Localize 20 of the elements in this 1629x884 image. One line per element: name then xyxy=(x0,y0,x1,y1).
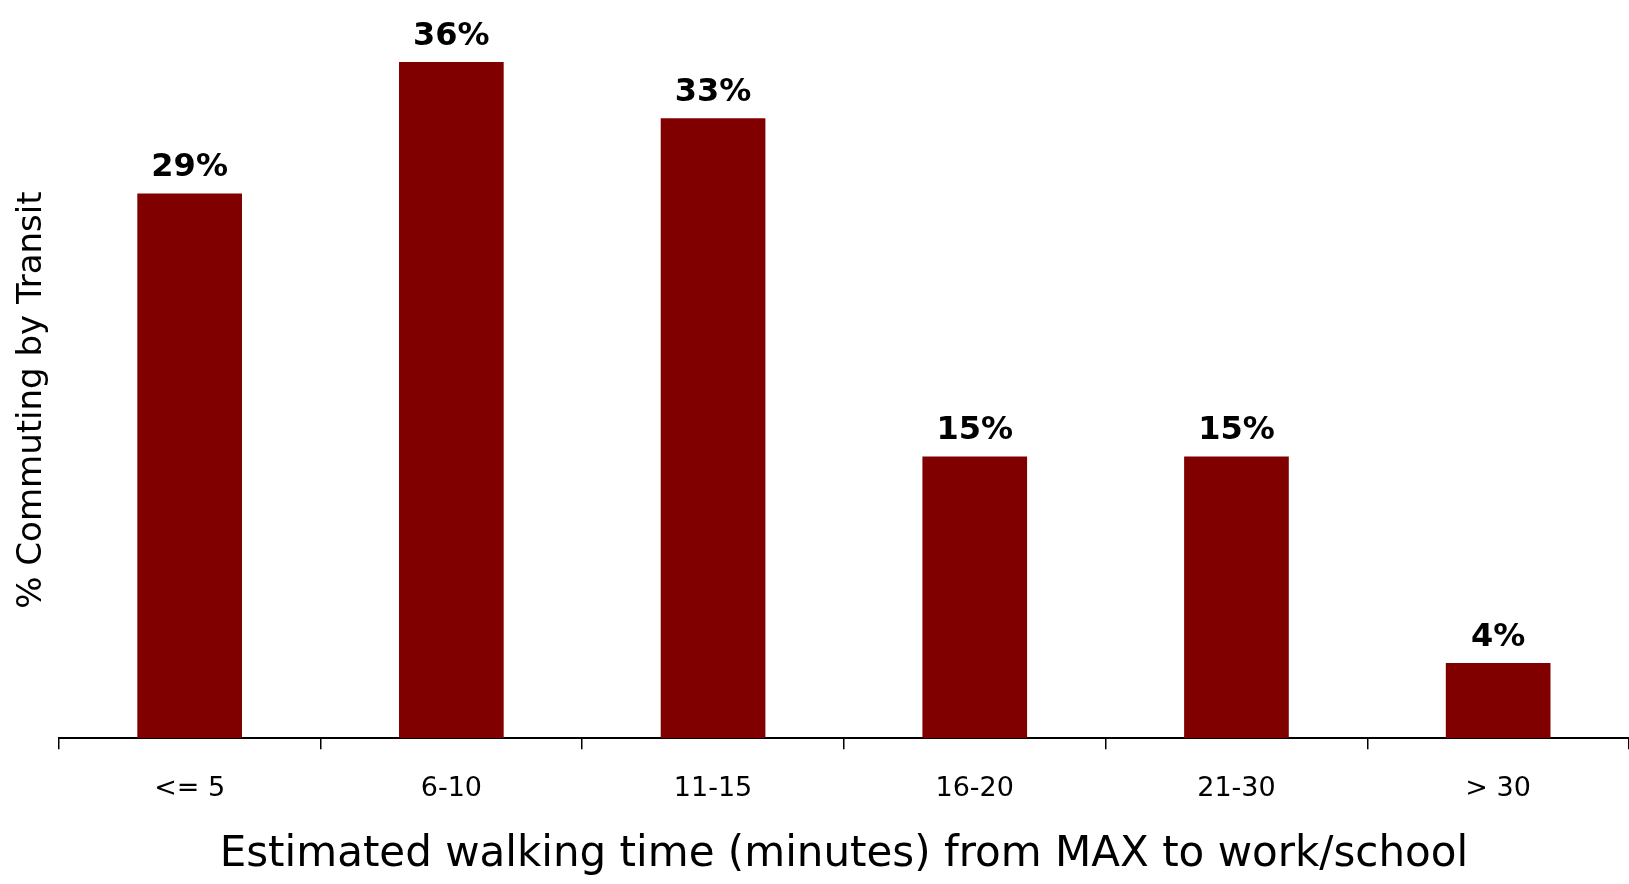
x-tick-label: > 30 xyxy=(1465,771,1531,803)
data-label: 15% xyxy=(1198,409,1275,448)
data-label: 29% xyxy=(151,146,228,185)
x-tick-label: 6-10 xyxy=(420,771,482,803)
x-tick-label: 16-20 xyxy=(935,771,1014,803)
bar xyxy=(660,118,766,739)
bar xyxy=(399,62,504,739)
x-tick-label: 11-15 xyxy=(673,771,753,803)
data-label: 4% xyxy=(1470,616,1526,655)
bar xyxy=(1445,663,1551,739)
x-axis-title: Estimated walking time (minutes) from MAX to work/school xyxy=(219,826,1469,876)
bar xyxy=(137,193,242,739)
bar xyxy=(922,456,1028,739)
data-label: 15% xyxy=(936,409,1014,448)
y-axis-title: % Commuting by Transit xyxy=(9,191,50,609)
x-tick-label: <= 5 xyxy=(154,771,226,803)
data-label: 33% xyxy=(674,71,752,110)
x-tick-label: 21-30 xyxy=(1197,771,1276,803)
bar xyxy=(1184,456,1289,739)
data-label: 36% xyxy=(413,15,490,53)
